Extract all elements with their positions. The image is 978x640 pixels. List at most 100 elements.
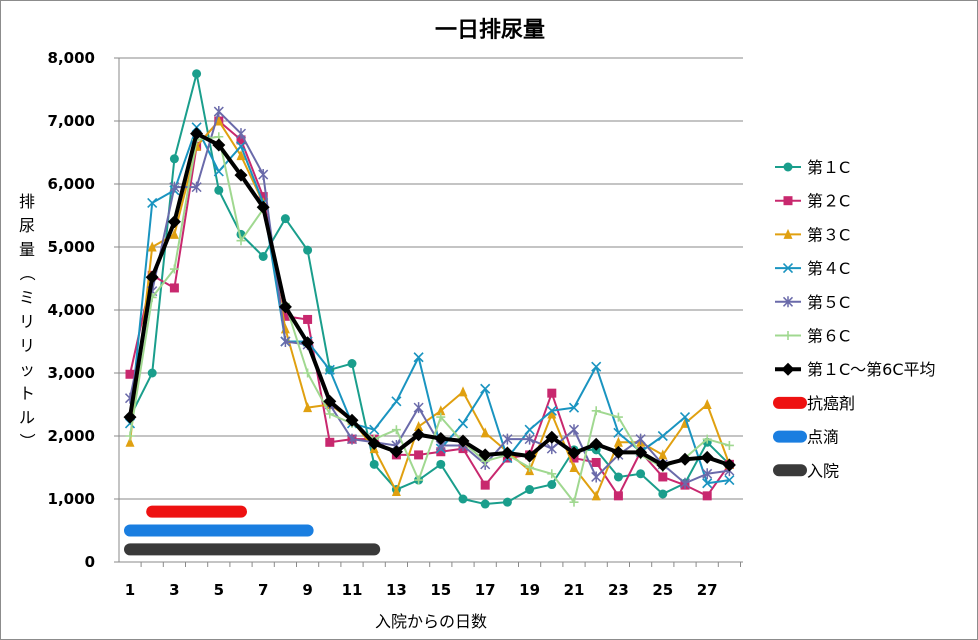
x-tick-label: 21	[564, 581, 585, 599]
data-point	[236, 236, 246, 246]
data-point	[478, 448, 492, 462]
data-point	[235, 128, 247, 140]
data-point	[369, 424, 380, 435]
data-point	[167, 215, 181, 229]
data-point	[613, 491, 623, 501]
data-point	[589, 437, 603, 451]
data-point	[524, 433, 535, 445]
data-point	[280, 311, 290, 321]
data-point	[391, 485, 401, 496]
data-point	[678, 452, 692, 466]
data-point	[280, 214, 290, 224]
data-point	[525, 463, 535, 472]
x-tick-label: 23	[608, 581, 629, 599]
data-point	[258, 192, 268, 202]
data-point	[169, 154, 179, 164]
data-point	[546, 443, 557, 455]
data-point	[783, 331, 793, 340]
data-point	[436, 412, 446, 422]
y-tick-labels: 0 1,000 2,000 3,000 4,000 5,000 6,000 7,000 8,00…	[48, 49, 95, 571]
data-point	[169, 228, 179, 239]
data-point	[345, 413, 359, 427]
y-tick-label: 4,000	[48, 301, 95, 319]
data-point	[147, 368, 157, 378]
series-line	[129, 110, 730, 485]
legend-label: 第１C	[807, 158, 850, 177]
data-point	[480, 427, 490, 438]
data-point	[724, 440, 734, 450]
legend-label: 第４C	[807, 259, 850, 278]
legend-label: 抗癌剤	[807, 394, 855, 413]
data-point	[413, 352, 424, 363]
data-point	[325, 409, 335, 419]
axes	[114, 57, 743, 567]
legend-item: 第２C	[775, 192, 850, 211]
x-tick-label: 7	[258, 581, 268, 599]
y-axis-label-char: リ	[19, 336, 35, 355]
y-tick-label: 6,000	[48, 175, 95, 193]
series-line	[128, 131, 731, 467]
x-tick-label: 25	[652, 581, 673, 599]
series-lines	[123, 69, 736, 509]
data-point	[547, 408, 557, 419]
data-point	[658, 449, 668, 460]
data-point	[702, 478, 713, 489]
y-axis-label-char: （	[18, 265, 37, 281]
legend-item: 第３C	[775, 225, 850, 244]
gridlines	[119, 57, 743, 500]
period-bars	[124, 505, 381, 556]
y-tick-label: 8,000	[48, 49, 95, 67]
data-point	[169, 181, 180, 193]
data-point	[324, 364, 335, 375]
data-point	[724, 475, 735, 486]
data-point	[480, 499, 490, 509]
data-point	[567, 446, 581, 460]
legend-item: 第１C	[775, 158, 850, 177]
data-point	[278, 300, 292, 314]
data-point	[613, 427, 624, 438]
data-point	[346, 433, 358, 445]
data-point	[458, 386, 468, 397]
data-point	[303, 314, 313, 324]
legend-label: 第２C	[807, 192, 850, 211]
data-point	[568, 402, 580, 413]
data-point	[502, 497, 512, 507]
data-point	[546, 405, 557, 416]
data-point	[782, 263, 794, 274]
series-line	[129, 120, 731, 497]
data-point	[722, 458, 736, 472]
data-point	[125, 369, 135, 379]
data-point	[236, 150, 246, 161]
legend-item: 入院	[773, 461, 839, 480]
legend-item: 第１C～第6C平均	[775, 360, 936, 379]
data-point	[436, 459, 446, 469]
data-point	[169, 283, 179, 293]
data-point	[523, 449, 537, 463]
y-tick-label: 3,000	[48, 364, 95, 382]
data-point	[258, 251, 268, 261]
data-point	[190, 127, 204, 141]
y-tick-label: 7,000	[48, 112, 95, 130]
data-point	[323, 394, 337, 408]
data-point	[413, 402, 424, 414]
y-tick-label: 0	[85, 553, 95, 571]
data-point	[591, 490, 601, 501]
y-tick-label: 2,000	[48, 427, 95, 445]
data-point	[524, 424, 535, 435]
data-point	[783, 196, 793, 206]
data-point	[635, 433, 646, 445]
data-point	[502, 433, 513, 445]
chart-title: 一日排尿量	[435, 18, 545, 43]
data-point	[547, 480, 557, 490]
legend-item: 第４C	[775, 259, 850, 278]
data-point	[347, 359, 357, 369]
x-tick-label: 3	[169, 581, 179, 599]
data-point	[702, 434, 712, 444]
data-point	[591, 361, 602, 372]
y-axis-label-char: 尿	[19, 216, 35, 235]
y-axis-label-char: 量	[19, 240, 35, 259]
data-point	[145, 270, 159, 284]
data-point	[613, 412, 623, 422]
data-point	[700, 450, 714, 464]
